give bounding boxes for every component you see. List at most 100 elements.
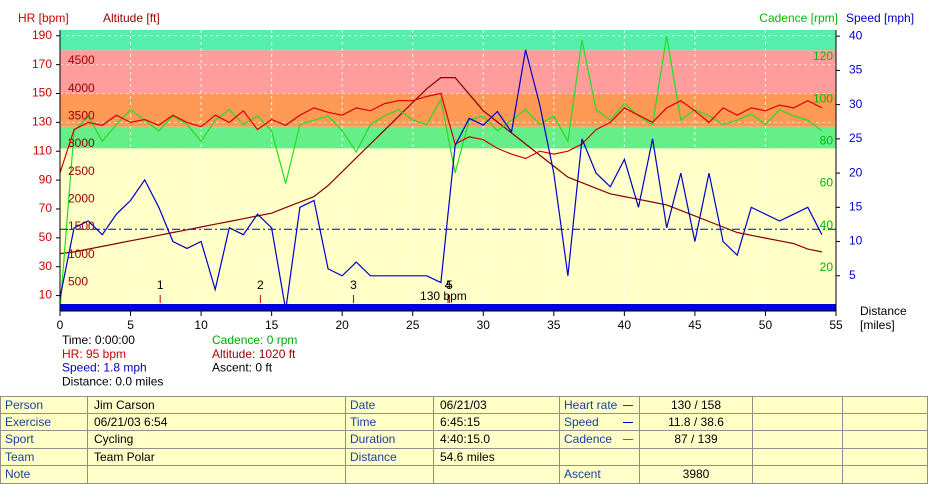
y-tick-label: 60 — [820, 176, 834, 190]
y-tick-label: 20 — [849, 165, 863, 179]
table-cell: Person — [0, 396, 88, 414]
table-cell: Team — [0, 448, 88, 467]
table-cell: Duration — [346, 431, 434, 449]
x-tick-label: 30 — [477, 318, 491, 332]
table-cell — [346, 466, 434, 484]
y-tick-label: 1500 — [68, 219, 95, 233]
table-cell — [843, 448, 928, 467]
series-line — [59, 77, 823, 255]
table-cell — [753, 413, 843, 432]
y-tick-label: 3500 — [68, 108, 95, 122]
lap-label: 3 — [350, 278, 357, 292]
table-cell — [753, 466, 843, 484]
x-tick-label: 10 — [194, 318, 208, 332]
table-cell — [753, 448, 843, 467]
lap-label: 5 — [446, 278, 453, 292]
legend-symbol — [623, 421, 633, 423]
y-tick-label: 3000 — [68, 136, 95, 150]
cell-text: Team Polar — [94, 449, 155, 464]
x-axis-unit: [miles] — [860, 318, 895, 332]
table-cell: Exercise — [0, 413, 88, 432]
table-cell — [434, 466, 560, 484]
y-tick-label: 90 — [39, 172, 53, 186]
legend-symbol — [623, 439, 633, 441]
cell-text: Time — [350, 414, 377, 429]
cell-text: 3980 — [682, 467, 710, 482]
y-tick-label: 4500 — [68, 53, 95, 67]
y-tick-label: 70 — [39, 201, 53, 215]
y-tick-label: 190 — [32, 28, 52, 42]
axis-title: Speed [mph] — [846, 11, 914, 25]
table-cell: 11.8 / 38.6 — [640, 413, 753, 432]
cell-text: Ascent — [564, 467, 601, 482]
table-cell — [560, 448, 640, 467]
cell-text: Team — [5, 449, 35, 464]
lap-label: 1 — [157, 278, 164, 292]
table-cell: Team Polar — [88, 448, 346, 467]
table-cell: Ascent — [560, 466, 640, 484]
y-tick-label: 500 — [68, 275, 88, 289]
info-text: Ascent: 0 ft — [212, 361, 273, 375]
x-tick-label: 0 — [57, 318, 64, 332]
y-tick-label: 5 — [849, 268, 856, 282]
summary-table: Person Jim Carson Date 06/21/03 Heart rate 13… — [0, 396, 928, 484]
x-tick-label: 25 — [406, 318, 420, 332]
table-cell — [88, 466, 346, 484]
series-line — [59, 92, 823, 174]
axis-title: Altitude [ft] — [103, 11, 160, 25]
cell-text: Sport — [5, 432, 34, 447]
legend-symbol — [623, 405, 633, 406]
info-text: Cadence: 0 rpm — [212, 333, 297, 347]
cell-text: 06/21/03 — [440, 398, 487, 412]
table-cell: 54.6 miles — [434, 448, 560, 467]
table-cell — [843, 466, 928, 484]
cell-text: 4:40:15.0 — [440, 432, 491, 447]
x-tick-label: 55 — [829, 318, 843, 332]
x-tick-label: 50 — [759, 318, 773, 332]
y-tick-label: 50 — [39, 230, 53, 244]
y-tick-label: 100 — [813, 91, 833, 105]
info-text: HR: 95 bpm — [62, 347, 126, 361]
lap-label: 2 — [257, 278, 264, 292]
cell-text: Speed — [564, 414, 599, 429]
table-cell: Date — [346, 396, 434, 414]
table-cell: Note — [0, 466, 88, 484]
cell-text: Jim Carson — [94, 398, 155, 412]
cell-text: Cadence — [564, 432, 613, 447]
y-tick-label: 40 — [820, 218, 834, 232]
table-cell: Cycling — [88, 431, 346, 449]
y-tick-label: 30 — [849, 97, 863, 111]
x-tick-label: 20 — [336, 318, 350, 332]
y-tick-label: 25 — [849, 131, 863, 145]
table-cell: Time — [346, 413, 434, 432]
table-cell: 06/21/03 6:54 — [88, 413, 346, 432]
table-cell: Sport — [0, 431, 88, 449]
x-tick-label: 15 — [265, 318, 279, 332]
y-tick-label: 4000 — [68, 81, 95, 95]
table-cell: Cadence — [560, 431, 640, 449]
table-cell — [753, 396, 843, 414]
table-cell: Jim Carson — [88, 396, 346, 414]
y-tick-label: 80 — [820, 133, 834, 147]
cell-text: 11.8 / 38.6 — [668, 414, 724, 429]
axis-title: HR [bpm] — [18, 11, 69, 25]
cell-text: 06/21/03 6:54 — [94, 414, 168, 429]
table-cell: 4:40:15.0 — [434, 431, 560, 449]
y-tick-label: 120 — [813, 49, 833, 63]
y-tick-label: 2000 — [68, 191, 95, 205]
y-tick-label: 30 — [39, 259, 53, 273]
y-tick-label: 10 — [849, 234, 863, 248]
cell-text: Person — [5, 398, 44, 412]
y-tick-label: 2500 — [68, 164, 95, 178]
table-cell — [753, 431, 843, 449]
table-cell — [843, 413, 928, 432]
x-tick-label: 35 — [547, 318, 561, 332]
cell-text: 87 / 139 — [674, 432, 718, 447]
cell-text: Note — [5, 467, 31, 482]
lap-label: 4 — [445, 278, 452, 292]
cell-text: Duration — [350, 432, 396, 447]
table-cell: 87 / 139 — [640, 431, 753, 449]
x-axis-title: Distance — [860, 304, 907, 318]
annotation: 130 bpm — [420, 289, 467, 303]
